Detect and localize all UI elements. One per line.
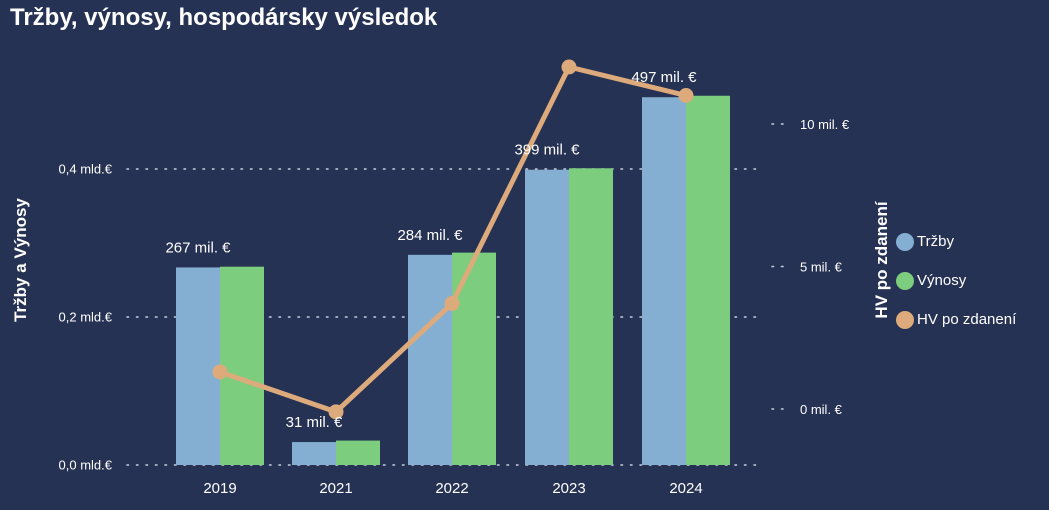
bar-vynosy-2021: [336, 440, 380, 465]
bar-trzby-2024: [642, 97, 686, 465]
legend-swatch-hv: [896, 310, 914, 329]
y-right-tick-label: 0 mil. €: [800, 402, 843, 417]
y-right-tick-label: 5 mil. €: [800, 260, 843, 275]
bar-trzby-2021: [292, 442, 336, 465]
bar-vynosy-2022: [452, 252, 496, 465]
bar-trzby-2023: [525, 169, 569, 466]
data-label-trzby: 284 mil. €: [397, 227, 463, 244]
legend-item-trzby[interactable]: Tržby: [896, 222, 1016, 261]
data-label-trzby: 267 mil. €: [165, 239, 231, 256]
legend-item-hv[interactable]: HV po zdanení: [896, 300, 1016, 339]
line-layer: [212, 59, 694, 420]
axis-layer: 0,0 mld.€ 0,2 mld.€ 0,4 mld.€ 0 mil. € 5 mil…: [11, 117, 891, 497]
data-label-trzby: 497 mil. €: [631, 69, 697, 86]
legend-item-vynosy[interactable]: Výnosy: [896, 261, 1016, 300]
legend-label-vynosy: Výnosy: [917, 272, 967, 289]
x-tick-label: 2024: [669, 480, 702, 497]
bar-vynosy-2023: [569, 168, 613, 465]
bar-trzby-2019: [176, 267, 220, 465]
data-label-trzby: 31 mil. €: [286, 414, 343, 431]
y-right-axis-title: HV po zdanení: [872, 200, 891, 318]
bar-trzby-2022: [408, 254, 452, 465]
y-right-tick-label: 10 mil. €: [800, 117, 850, 132]
legend-swatch-vynosy: [896, 271, 914, 290]
y-left-axis-title: Tržby a Výnosy: [11, 198, 30, 322]
x-tick-label: 2019: [203, 480, 236, 497]
legend-swatch-trzby: [896, 232, 914, 251]
bar-vynosy-2019: [220, 266, 264, 465]
point-hv-2022: [444, 296, 460, 312]
x-tick-label: 2023: [552, 480, 585, 497]
point-hv-2019: [212, 364, 228, 380]
label-layer: 267 mil. € 31 mil. € 284 mil. € 399 mil. € 4…: [165, 69, 697, 431]
x-tick-label: 2021: [319, 480, 352, 497]
y-left-tick-label: 0,2 mld.€: [59, 310, 113, 325]
bar-layer: [176, 95, 730, 466]
point-hv-2024: [678, 88, 694, 103]
legend-label-trzby: Tržby: [917, 233, 954, 250]
point-hv-2023: [561, 59, 577, 75]
chart-title: Tržby, výnosy, hospodársky výsledok: [10, 4, 438, 31]
legend-label-hv: HV po zdanení: [917, 311, 1017, 328]
legend: Tržby Výnosy HV po zdanení: [896, 222, 1016, 339]
data-label-trzby: 399 mil. €: [514, 142, 580, 159]
y-left-tick-label: 0,0 mld.€: [59, 458, 113, 473]
bar-vynosy-2024: [686, 95, 730, 466]
y-left-tick-label: 0,4 mld.€: [59, 162, 113, 177]
point-hv-2021: [328, 404, 344, 420]
x-tick-label: 2022: [435, 480, 468, 497]
